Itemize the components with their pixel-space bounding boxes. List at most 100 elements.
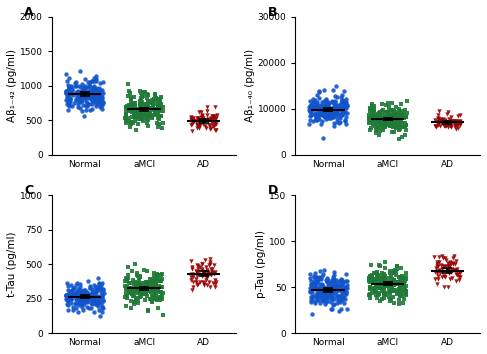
Point xyxy=(393,263,401,269)
Point xyxy=(393,113,401,119)
Point xyxy=(331,280,338,286)
Point xyxy=(86,283,94,289)
Point xyxy=(448,119,455,125)
Point xyxy=(64,99,72,105)
Point xyxy=(79,307,87,313)
Point xyxy=(150,273,158,279)
Point xyxy=(320,99,328,104)
Point xyxy=(396,287,404,292)
Point xyxy=(131,111,139,117)
Point xyxy=(310,280,318,285)
Point xyxy=(330,120,338,126)
Point xyxy=(187,258,195,264)
Point xyxy=(324,277,332,283)
Point xyxy=(373,119,380,124)
Point xyxy=(328,99,336,104)
Point xyxy=(330,269,338,274)
Point xyxy=(206,261,213,267)
Point xyxy=(333,289,340,294)
Point xyxy=(90,85,97,90)
Point xyxy=(371,121,378,127)
Point xyxy=(199,268,206,274)
Point xyxy=(127,106,134,112)
Point xyxy=(334,120,341,125)
Point xyxy=(388,119,396,125)
Text: A: A xyxy=(24,6,34,19)
Point xyxy=(376,263,384,269)
Point xyxy=(375,291,383,297)
Point xyxy=(154,273,162,278)
Point xyxy=(125,107,133,113)
Point xyxy=(433,119,441,125)
Point xyxy=(73,291,81,297)
Point xyxy=(125,107,133,113)
Point xyxy=(75,69,83,74)
Point xyxy=(396,121,404,127)
Point xyxy=(400,111,408,116)
Point xyxy=(131,299,139,305)
Point xyxy=(132,296,140,302)
Point xyxy=(389,107,397,113)
Point xyxy=(150,296,157,302)
Point xyxy=(367,262,375,268)
Point xyxy=(375,132,383,138)
Point xyxy=(331,286,339,292)
Point xyxy=(189,284,197,289)
Point xyxy=(401,132,409,138)
Point xyxy=(136,113,144,118)
Point xyxy=(398,293,406,299)
Point xyxy=(68,290,75,296)
Point xyxy=(67,282,75,288)
Point xyxy=(91,75,98,81)
Point xyxy=(337,112,344,118)
Point xyxy=(334,102,342,108)
Point xyxy=(67,296,75,302)
Point xyxy=(399,290,407,295)
Point xyxy=(393,114,400,120)
Point xyxy=(318,99,326,104)
Point xyxy=(203,113,211,118)
Point xyxy=(396,126,404,132)
Point xyxy=(67,296,75,301)
Point xyxy=(149,115,156,121)
Point xyxy=(338,97,346,102)
Point xyxy=(394,113,402,119)
Point xyxy=(94,303,102,309)
Point xyxy=(137,95,145,101)
Point xyxy=(62,90,70,95)
Point xyxy=(81,298,89,304)
Point xyxy=(150,290,158,296)
Point xyxy=(64,287,72,293)
Point xyxy=(80,86,88,91)
Point xyxy=(431,123,439,129)
Point xyxy=(136,98,144,104)
Point xyxy=(380,295,388,301)
Point xyxy=(329,105,337,111)
Point xyxy=(315,112,322,117)
Point xyxy=(319,296,327,302)
Point xyxy=(62,88,70,94)
Point xyxy=(319,113,327,118)
Point xyxy=(77,291,85,296)
Point xyxy=(211,269,219,275)
Point xyxy=(322,116,330,121)
Point xyxy=(341,290,349,295)
Point xyxy=(439,121,447,126)
Point xyxy=(325,115,333,121)
Point xyxy=(391,281,398,287)
Point xyxy=(432,123,440,129)
Point xyxy=(387,279,395,285)
Point xyxy=(393,111,401,117)
Text: C: C xyxy=(24,184,33,197)
Point xyxy=(76,95,84,101)
Point xyxy=(379,125,387,131)
Point xyxy=(97,282,105,288)
Point xyxy=(205,117,213,123)
Point xyxy=(389,101,396,106)
Point xyxy=(127,97,135,102)
Point xyxy=(203,109,211,114)
Point xyxy=(64,297,72,303)
Point xyxy=(310,273,318,279)
Point xyxy=(366,280,374,285)
Point xyxy=(156,289,164,295)
